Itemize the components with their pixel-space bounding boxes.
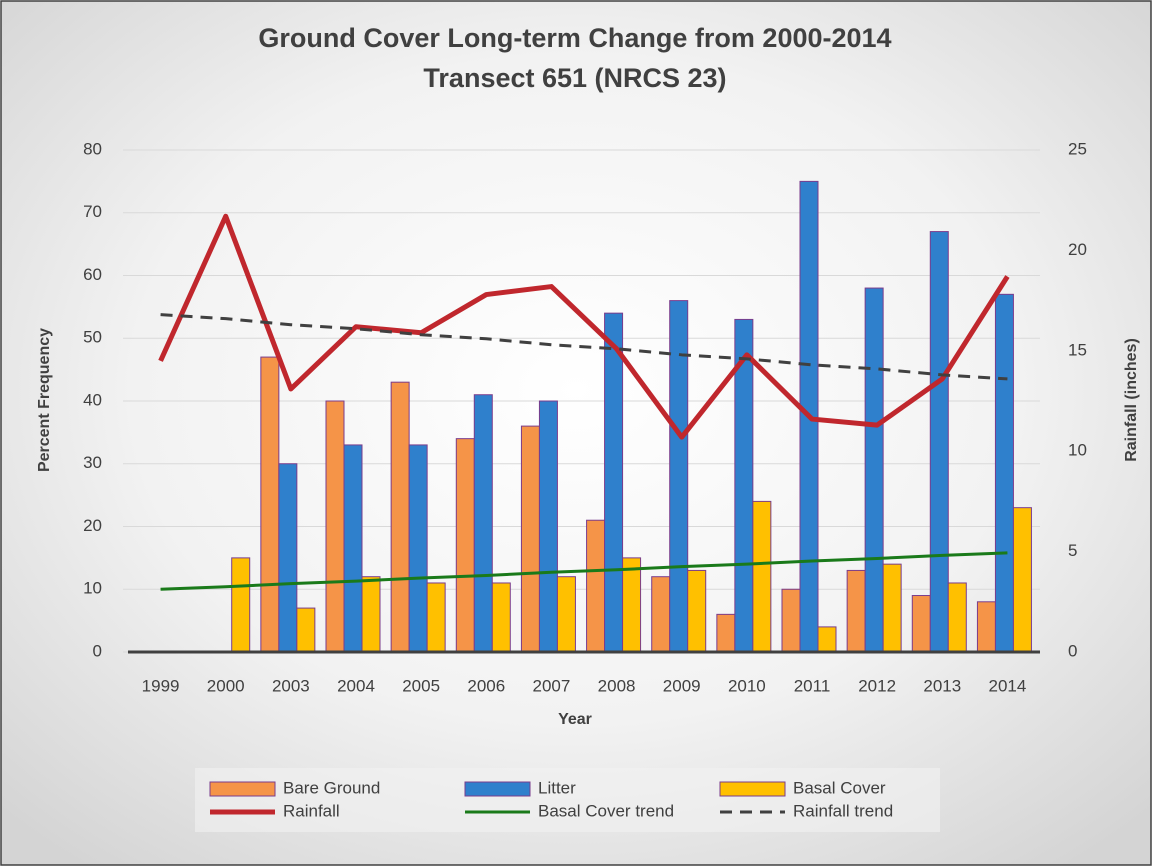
bar xyxy=(1012,507,1032,653)
legend-label: Litter xyxy=(538,778,576,797)
bar xyxy=(976,601,996,653)
legend-box xyxy=(195,768,940,832)
legend-swatch xyxy=(464,781,531,797)
x-tick-label: 2004 xyxy=(337,676,375,695)
y-tick-label: 80 xyxy=(83,139,102,158)
line-series xyxy=(160,313,1008,381)
chart-title: Ground Cover Long-term Change from 2000-… xyxy=(258,23,891,53)
bar xyxy=(260,356,280,653)
bar xyxy=(911,595,931,653)
bar xyxy=(520,425,540,653)
y2-tick-label: 0 xyxy=(1068,641,1077,660)
bar xyxy=(846,569,866,653)
x-tick-label: 2011 xyxy=(794,676,831,695)
x-tick-label: 2012 xyxy=(858,676,896,695)
bar xyxy=(817,626,837,653)
y-axis-title: Percent Frequency xyxy=(36,328,53,472)
bar xyxy=(781,588,801,653)
bar xyxy=(882,563,902,653)
bar xyxy=(752,500,772,653)
x-tick-label: 2007 xyxy=(533,676,571,695)
x-tick-label: 2005 xyxy=(402,676,440,695)
bar xyxy=(325,400,345,653)
bar xyxy=(556,576,576,653)
bar xyxy=(278,463,298,653)
bar xyxy=(296,607,316,653)
y2-tick-label: 20 xyxy=(1068,240,1087,259)
x-tick-label: 1999 xyxy=(142,676,180,695)
x-tick-label: 2013 xyxy=(923,676,961,695)
x-axis-title: Year xyxy=(558,711,592,728)
bar xyxy=(491,582,511,653)
legend-label: Rainfall trend xyxy=(793,801,893,820)
bar xyxy=(538,400,558,653)
line-series xyxy=(160,551,1008,591)
legend-label: Basal Cover trend xyxy=(538,801,674,820)
bar xyxy=(361,576,381,653)
y-tick-label: 0 xyxy=(93,641,102,660)
chart-subtitle: Transect 651 (NRCS 23) xyxy=(423,63,726,93)
y-tick-label: 60 xyxy=(83,265,102,284)
bar xyxy=(651,576,671,653)
line-series xyxy=(158,213,1010,440)
y-tick-label: 10 xyxy=(83,579,102,598)
bar xyxy=(455,438,475,653)
x-tick-label: 2000 xyxy=(207,676,245,695)
legend-swatch xyxy=(209,781,276,797)
bar xyxy=(864,287,884,653)
y-tick-label: 20 xyxy=(83,516,102,535)
bar xyxy=(622,557,642,653)
y-tick-label: 70 xyxy=(83,202,102,221)
bar xyxy=(231,557,251,653)
x-tick-label: 2014 xyxy=(989,676,1027,695)
y-tick-label: 30 xyxy=(83,453,102,472)
bar xyxy=(473,394,493,653)
bar xyxy=(687,569,707,653)
bar xyxy=(604,312,624,653)
y-tick-label: 40 xyxy=(83,390,102,409)
y2-tick-label: 25 xyxy=(1068,139,1087,158)
bar xyxy=(929,231,949,653)
bar xyxy=(343,444,363,653)
x-tick-label: 2003 xyxy=(272,676,310,695)
y-tick-label: 50 xyxy=(83,328,102,347)
legend-label: Rainfall xyxy=(283,801,340,820)
bar xyxy=(994,293,1014,653)
bar xyxy=(426,582,446,653)
y2-axis-title: Rainfall (inches) xyxy=(1123,338,1140,462)
legend-swatch xyxy=(719,781,786,797)
y2-tick-label: 15 xyxy=(1068,340,1087,359)
y2-tick-label: 5 xyxy=(1068,541,1077,560)
x-tick-label: 2010 xyxy=(728,676,766,695)
bar xyxy=(408,444,428,653)
bar xyxy=(586,519,606,653)
legend-label: Bare Ground xyxy=(283,778,380,797)
y2-tick-label: 10 xyxy=(1068,441,1087,460)
x-tick-label: 2008 xyxy=(598,676,636,695)
legend-label: Basal Cover xyxy=(793,778,886,797)
bar xyxy=(716,613,736,653)
bar xyxy=(669,300,689,653)
bar xyxy=(947,582,967,653)
bar xyxy=(390,381,410,653)
x-tick-label: 2009 xyxy=(663,676,701,695)
x-tick-label: 2006 xyxy=(467,676,505,695)
